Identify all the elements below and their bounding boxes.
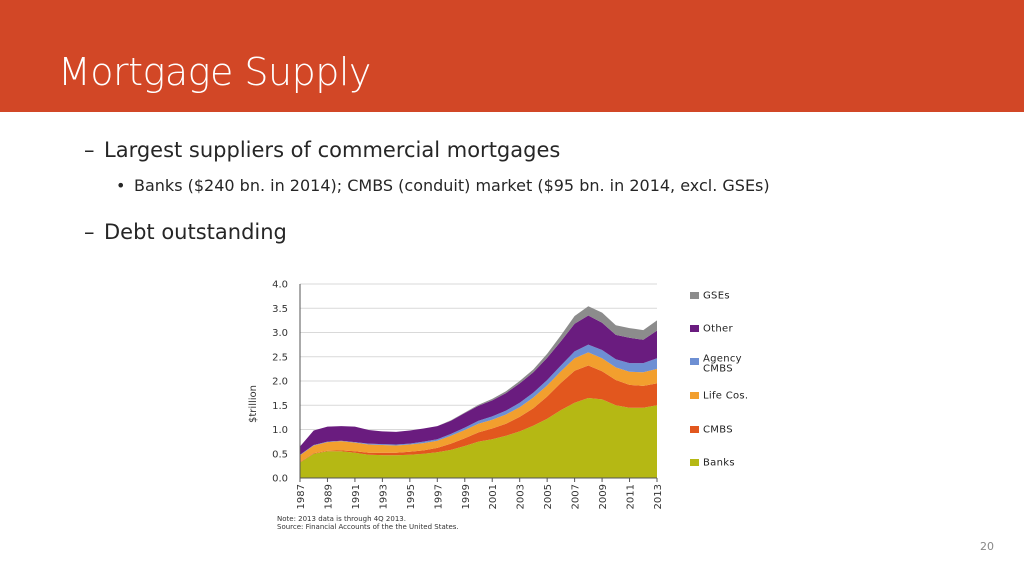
y-axis-label: $trillion: [248, 385, 259, 423]
legend-swatch-agency-cmbs: [690, 358, 699, 365]
slide-title: Mortgage Supply: [58, 50, 371, 94]
area-series-banks: [300, 398, 657, 478]
y-tick-label: 0.0: [272, 474, 288, 485]
y-tick-label: 0.5: [272, 449, 288, 460]
x-tick-label: 1999: [461, 484, 472, 509]
x-tick-label: 2001: [488, 484, 499, 509]
bullet-suppliers-text: Largest suppliers of commercial mortgage…: [104, 138, 561, 162]
y-tick-label: 3.0: [272, 328, 288, 339]
y-tick-label: 1.0: [272, 425, 288, 436]
legend-label-other: Other: [703, 324, 733, 335]
y-tick-label: 3.5: [272, 304, 288, 315]
slide-header: [0, 0, 1024, 112]
bullet-suppliers: – Largest suppliers of commercial mortgag…: [84, 138, 560, 162]
legend-swatch-cmbs: [690, 426, 699, 433]
page-number: 20: [980, 540, 994, 553]
legend-label-agency-cmbs: Agency CMBS: [703, 354, 742, 375]
area-series-other: [300, 315, 657, 455]
bullet-debt-text: Debt outstanding: [104, 220, 287, 244]
x-tick-label: 1993: [378, 484, 389, 509]
legend-label-life-cos-: Life Cos.: [703, 391, 748, 402]
x-tick-label: 2005: [543, 484, 554, 509]
legend-label-cmbs: CMBS: [703, 425, 733, 436]
dash-marker: –: [84, 138, 95, 162]
y-tick-label: 1.5: [272, 401, 288, 412]
x-tick-label: 2007: [571, 484, 582, 509]
x-tick-label: 2009: [598, 484, 609, 509]
legend-label-banks: Banks: [703, 458, 735, 469]
sub-bullet-banks-text: Banks ($240 bn. in 2014); CMBS (conduit)…: [134, 176, 770, 195]
legend-swatch-life-cos-: [690, 392, 699, 399]
sub-bullet-banks: • Banks ($240 bn. in 2014); CMBS (conduit…: [116, 176, 770, 195]
legend-swatch-banks: [690, 459, 699, 466]
chart-note: Note: 2013 data is through 4Q 2013.: [277, 515, 406, 523]
legend-label-gses: GSEs: [703, 291, 730, 302]
y-tick-label: 2.0: [272, 377, 288, 388]
x-tick-label: 1991: [351, 484, 362, 509]
x-tick-label: 2013: [653, 484, 664, 509]
y-tick-label: 4.0: [272, 280, 288, 291]
x-tick-label: 1989: [323, 484, 334, 509]
legend-swatch-other: [690, 325, 699, 332]
dot-marker: •: [116, 176, 126, 195]
dash-marker: –: [84, 220, 95, 244]
x-tick-label: 2011: [626, 484, 637, 509]
area-series-cmbs: [300, 365, 657, 463]
legend-swatch-gses: [690, 292, 699, 299]
x-tick-label: 1987: [296, 484, 307, 509]
y-tick-label: 2.5: [272, 352, 288, 363]
bullet-debt: – Debt outstanding: [84, 220, 287, 244]
x-tick-label: 1995: [406, 484, 417, 509]
x-tick-label: 1997: [433, 484, 444, 509]
chart-note: Source: Financial Accounts of the the Un…: [277, 523, 459, 531]
x-tick-label: 2003: [516, 484, 527, 509]
